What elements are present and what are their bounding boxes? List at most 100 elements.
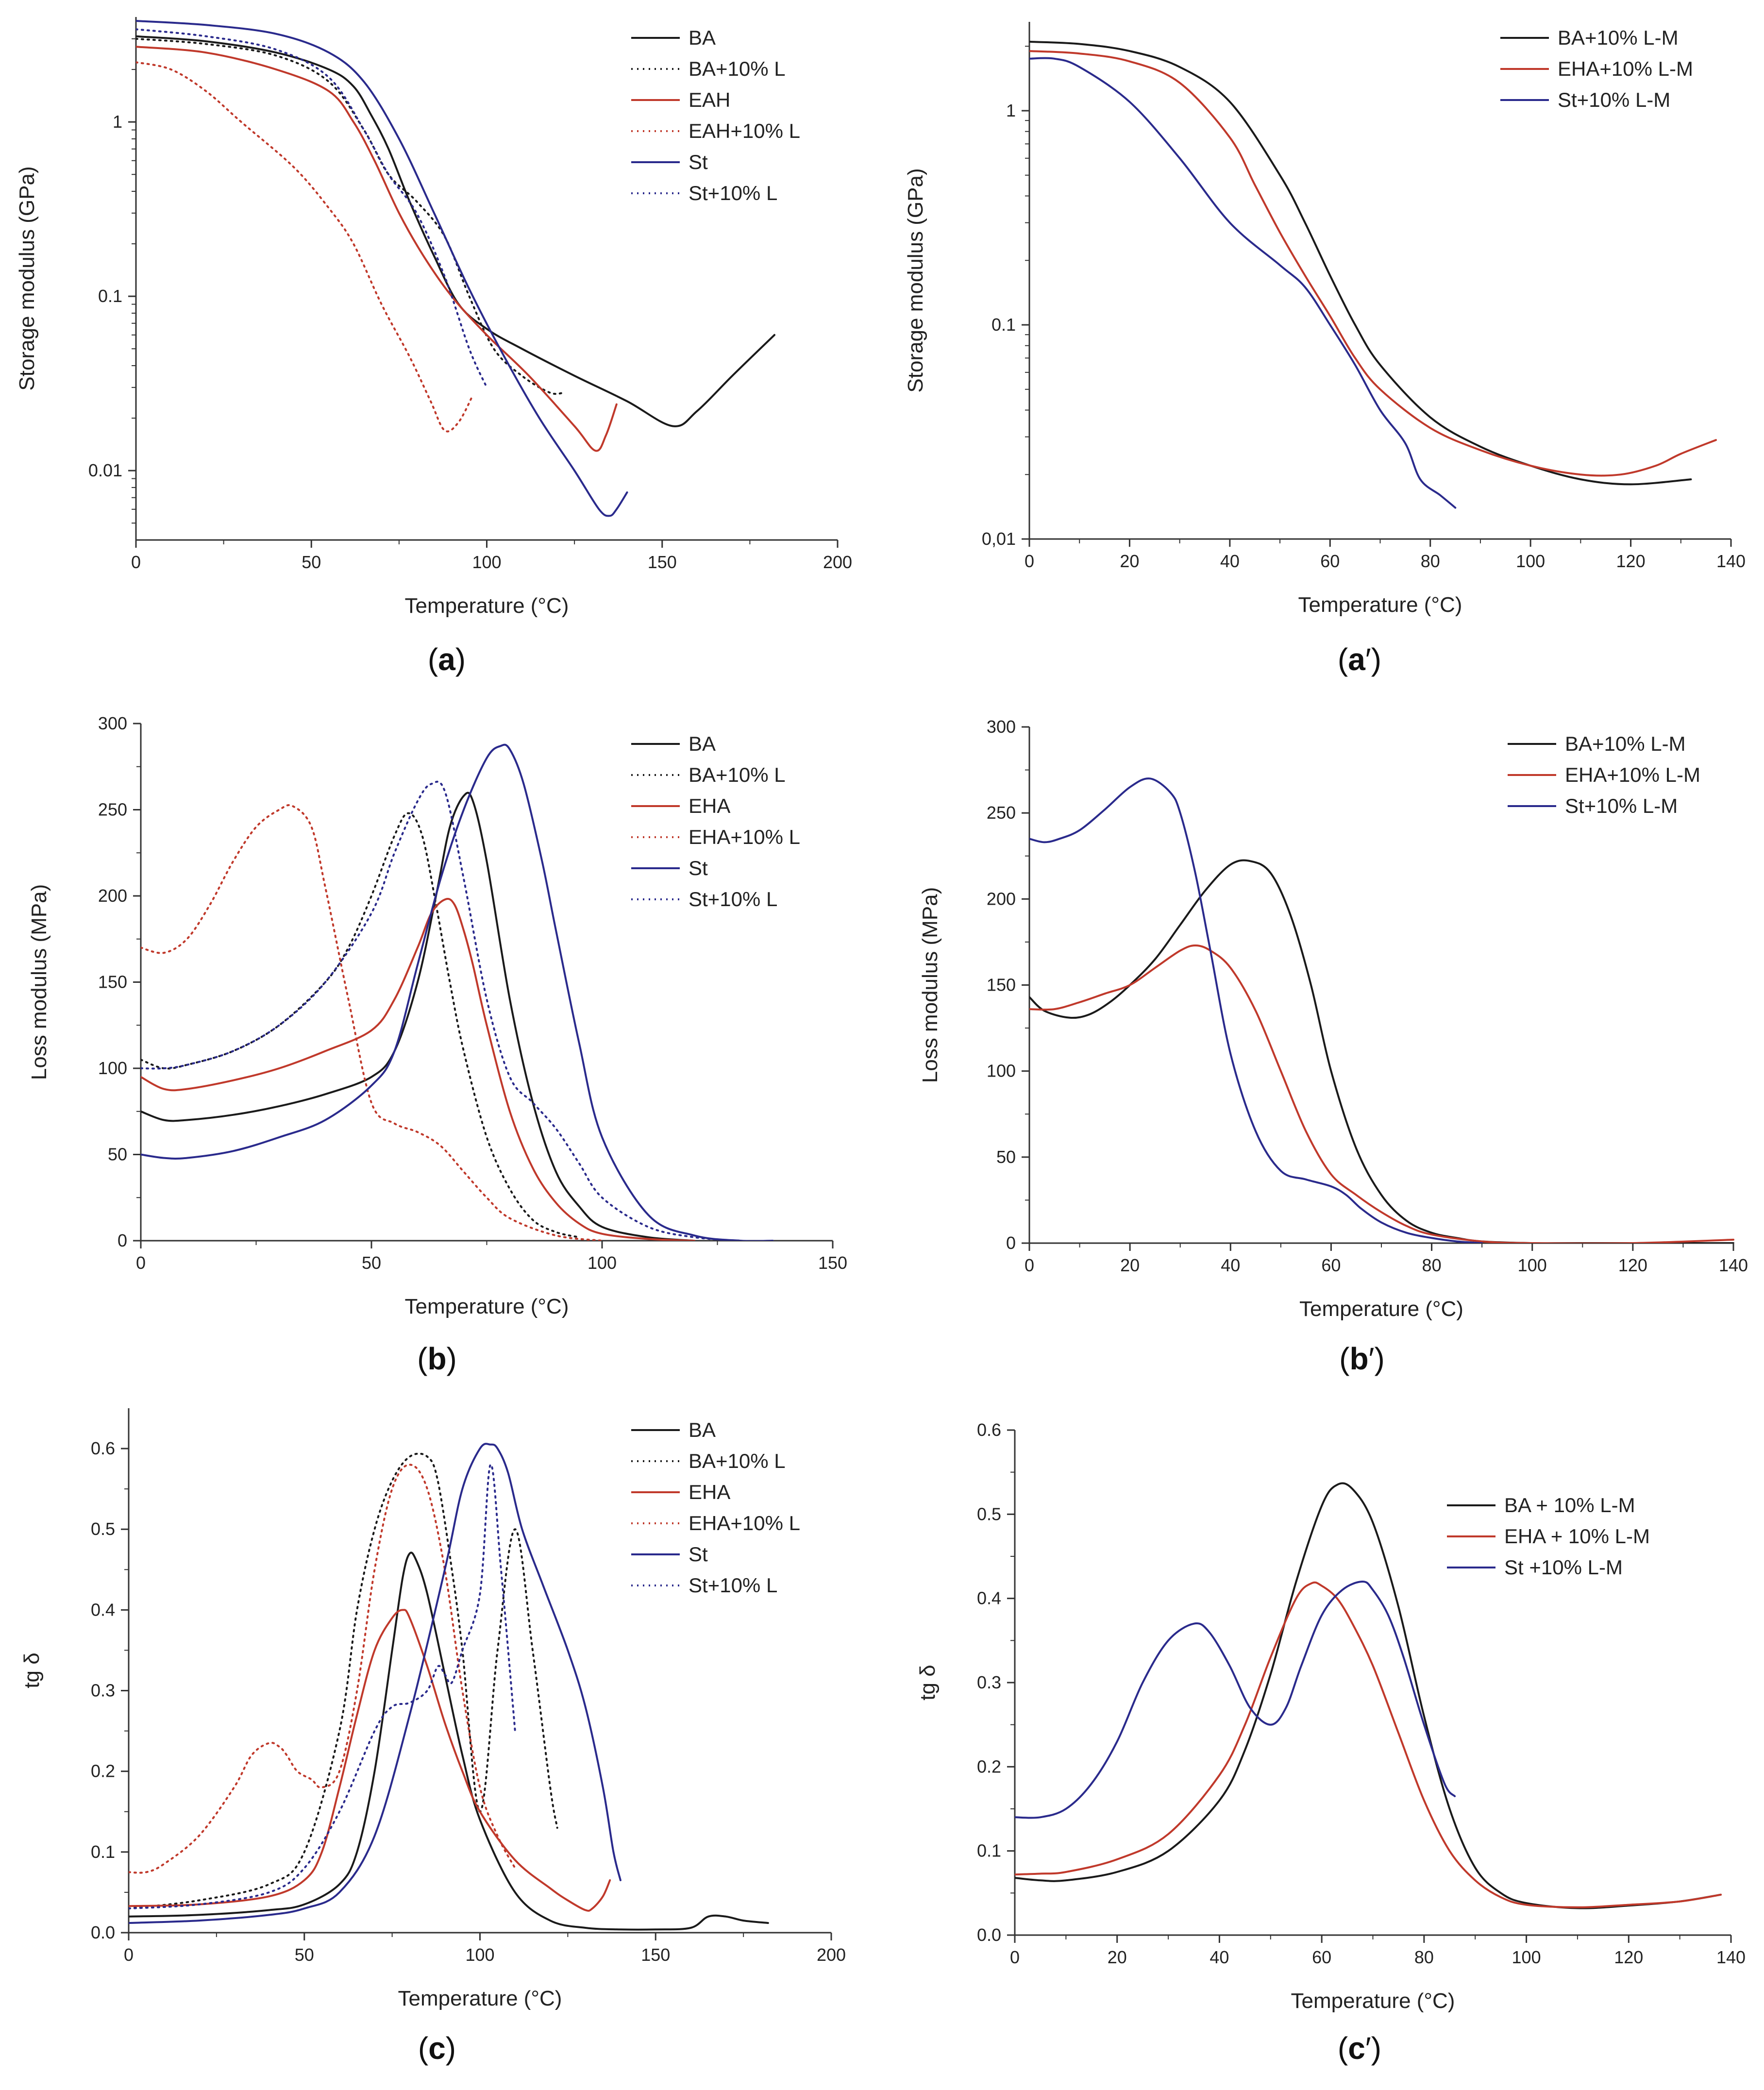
x-tick-label: 150 [648, 552, 677, 572]
legend-label: St+10% L-M [1558, 88, 1670, 111]
y-tick-label: 0.0 [977, 1925, 1001, 1945]
y-tick-label: 0.2 [91, 1761, 115, 1781]
series-group [1015, 1482, 1722, 1909]
chart-panel-c: 0 50 100 150 200 0.0 0.1 0.2 0.3 0.4 0.5 0.6 Tempera… [20, 1408, 846, 2066]
legend-label: BA [689, 26, 716, 49]
legend-label: St [689, 1543, 708, 1566]
x-axis-label: Temperature (°C) [398, 1987, 562, 2010]
y-tick-label: 0.2 [977, 1756, 1001, 1776]
y-tick-label: 250 [98, 800, 127, 820]
panel-caption-prime: ′ [1365, 2031, 1371, 2066]
y-tick-label: 1 [1006, 101, 1016, 120]
legend-label: EHA+10% L [689, 1512, 800, 1534]
chart-panel-a2: 0 20 40 60 80 100 120 140 0,01 0.1 1 Temperature (°… [904, 22, 1746, 677]
x-tick-label: 20 [1120, 1255, 1140, 1275]
legend-label: St+10% L-M [1565, 794, 1678, 817]
legend-label: St [689, 857, 708, 879]
legend-label: BA [689, 732, 716, 755]
legend-label: BA+10% L [689, 57, 786, 80]
y-tick-label: 0.3 [977, 1672, 1001, 1692]
x-tick-label: 0 [131, 552, 141, 572]
panel-caption-letter: a [1348, 642, 1365, 677]
x-tick-label: 0 [124, 1945, 134, 1965]
x-tick-label: 60 [1320, 551, 1340, 571]
x-tick-label: 0 [1025, 551, 1034, 571]
y-tick-label: 0.0 [91, 1922, 115, 1942]
x-tick-label: 100 [1518, 1255, 1547, 1275]
y-tick-label: 100 [98, 1058, 127, 1078]
x-tick-label: 100 [1512, 1947, 1541, 1967]
y-tick-label: 200 [98, 886, 127, 906]
y-axis-label: Storage modulus (GPa) [904, 168, 927, 392]
legend-label: St [689, 151, 708, 173]
series-group [1029, 777, 1734, 1243]
x-tick-label: 120 [1618, 1255, 1647, 1275]
series-line-st-10-l-m [1029, 777, 1483, 1243]
series-line-st [141, 743, 774, 1241]
series-line-eha [141, 898, 695, 1241]
series-line-ba-10-l-m [1029, 859, 1734, 1243]
x-tick-label: 100 [472, 552, 501, 572]
y-axis-label: Storage modulus (GPa) [15, 166, 39, 390]
panel-caption-prime: ′ [1369, 1341, 1375, 1376]
y-tick-label: 0 [118, 1230, 127, 1250]
x-axis-label: Temperature (°C) [405, 594, 569, 618]
panel-caption: (a) [428, 642, 466, 677]
y-tick-label: 300 [98, 713, 127, 733]
y-axis-label: Loss modulus (MPa) [27, 884, 51, 1080]
legend-label: EHA+10% L-M [1565, 763, 1700, 786]
x-tick-label: 40 [1210, 1947, 1229, 1967]
series-group [136, 20, 775, 517]
series-group [129, 1443, 769, 1931]
y-tick-label: 250 [987, 803, 1016, 823]
x-axis-label: Temperature (°C) [1298, 593, 1462, 617]
panel-caption-prime: ′ [1365, 642, 1371, 677]
legend-label: St+10% L [689, 1574, 777, 1597]
series-line-ba [136, 35, 775, 427]
legend-label: BA+10% L [689, 1450, 786, 1472]
y-tick-label: 150 [98, 972, 127, 992]
legend-label: EHA [689, 1481, 730, 1503]
legend-label: BA+10% L-M [1565, 732, 1686, 755]
series-line-st-10-l [141, 780, 741, 1241]
x-tick-label: 60 [1321, 1255, 1341, 1275]
y-tick-label: 0.4 [977, 1588, 1001, 1608]
x-tick-label: 120 [1614, 1947, 1643, 1967]
series-line-st-10-l-m [1029, 57, 1457, 509]
panel-caption: (a′) [1338, 642, 1381, 677]
legend-label: BA + 10% L-M [1504, 1494, 1635, 1517]
x-tick-label: 50 [302, 552, 321, 572]
series-line-st [136, 20, 628, 517]
legend: BA BA+10% L EAH EAH+10% L St St+10% L [631, 26, 800, 204]
y-tick-label: 0.5 [977, 1504, 1001, 1524]
series-line-eha [129, 1609, 611, 1912]
y-tick-label: 50 [108, 1145, 127, 1164]
x-tick-label: 80 [1421, 551, 1440, 571]
x-axis-label: Temperature (°C) [405, 1295, 569, 1318]
x-tick-label: 120 [1616, 551, 1646, 571]
series-line-eha-10-l [129, 1464, 516, 1874]
panel-caption: (c′) [1338, 2031, 1381, 2066]
legend-label: EHA+10% L-M [1558, 57, 1693, 80]
legend-label: EAH [689, 88, 730, 111]
series-group [141, 743, 774, 1241]
legend: BA BA+10% L EHA EHA+10% L St St+10% L [631, 1418, 800, 1597]
y-tick-label: 1 [113, 112, 122, 132]
legend: BA + 10% L-M EHA + 10% L-M St +10% L-M [1447, 1494, 1650, 1579]
series-line-ba-10-l [136, 37, 565, 395]
series-line-st [129, 1443, 622, 1924]
x-tick-label: 140 [1716, 1947, 1746, 1967]
y-tick-label: 150 [987, 975, 1016, 995]
y-tick-label: 50 [996, 1147, 1016, 1167]
series-line-st-10-l [129, 1464, 516, 1910]
y-tick-label: 0.5 [91, 1519, 115, 1539]
legend-label: St+10% L [689, 182, 777, 204]
panel-caption-letter: c [428, 2031, 446, 2066]
y-tick-label: 0.1 [98, 286, 122, 306]
series-line-ba [129, 1551, 769, 1931]
x-tick-label: 40 [1221, 1255, 1240, 1275]
series-line-st-10-l-m [1015, 1581, 1456, 1819]
y-tick-label: 0.6 [977, 1420, 1001, 1440]
chart-panel-b2: 0 20 40 60 80 100 120 140 0 50 100 150 200 250 300 Temp… [918, 717, 1748, 1376]
series-line-ba-10-l-m [1015, 1482, 1722, 1909]
